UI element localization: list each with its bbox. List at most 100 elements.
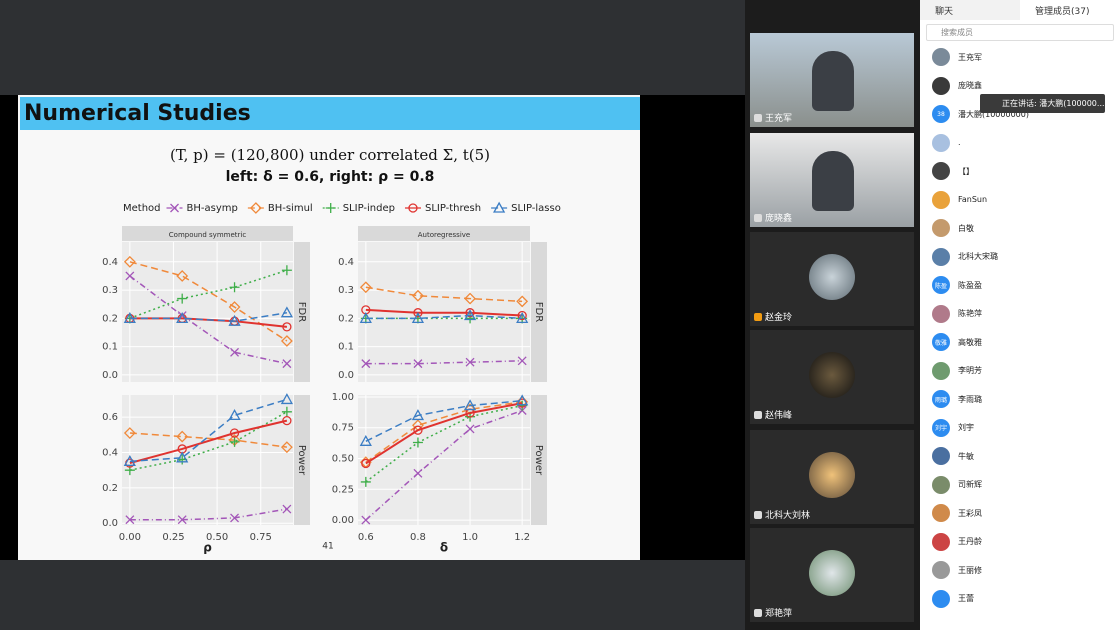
- y-tick-label: 0.2: [338, 313, 354, 324]
- point: [517, 356, 527, 366]
- y-tick-label: 0.4: [102, 257, 118, 268]
- tile-label: 王充军: [754, 111, 792, 124]
- x-tick-label: 0.6: [358, 532, 374, 543]
- member-name: 白敬: [958, 223, 974, 233]
- member-row[interactable]: 王丹龄: [932, 532, 982, 552]
- point: [230, 347, 240, 357]
- member-row[interactable]: 北科大宋璐: [932, 247, 998, 267]
- series-line: [129, 411, 288, 471]
- member-avatar: [932, 133, 950, 152]
- participant-avatar: [809, 254, 855, 300]
- member-row[interactable]: 牛敏: [932, 446, 974, 466]
- member-row[interactable]: 【】: [932, 161, 974, 181]
- panel-background: [358, 395, 530, 525]
- x-tick-label: 0.25: [162, 532, 184, 543]
- point: [125, 271, 135, 281]
- point: [517, 310, 527, 321]
- y-tick-label: 0.1: [338, 342, 354, 353]
- point: [463, 399, 477, 411]
- series-line: [129, 508, 288, 521]
- slide: Numerical Studies (T, p) = (120,800) und…: [18, 95, 640, 560]
- series-line: [365, 401, 523, 463]
- member-row[interactable]: 陈盈 陈盈盈: [932, 275, 982, 295]
- series-line: [365, 286, 523, 303]
- facet-label: FDR: [296, 302, 307, 322]
- series-line: [365, 314, 523, 320]
- participant-name: 王充军: [765, 114, 793, 124]
- member-row[interactable]: 王丽修: [932, 560, 982, 580]
- member-row[interactable]: 庞晓鑫: [932, 76, 982, 96]
- tab[interactable]: 聊天: [935, 6, 954, 17]
- point: [359, 281, 372, 294]
- page-number: 41: [322, 542, 333, 552]
- x-tick-label: 1.2: [514, 532, 530, 543]
- x-axis-label: ρ: [203, 541, 212, 555]
- member-row[interactable]: FanSun: [932, 190, 987, 210]
- facet-strip: [294, 395, 310, 525]
- tab[interactable]: 管理成员(37): [1020, 0, 1120, 20]
- member-row[interactable]: 38 潘大鹏(10000000): [932, 104, 1029, 124]
- member-name: 牛敏: [958, 451, 974, 461]
- video-tile: 王充军: [750, 33, 914, 127]
- legend-label: SLIP-thresh: [425, 203, 481, 214]
- point: [412, 289, 424, 302]
- point: [176, 430, 189, 443]
- member-avatar: 陈盈: [932, 276, 950, 294]
- series-line: [365, 404, 523, 483]
- point: [282, 359, 292, 369]
- member-avatar: [932, 219, 950, 237]
- member-avatar: [932, 561, 950, 579]
- point: [280, 393, 293, 405]
- member-row[interactable]: 司新辉: [932, 475, 982, 495]
- y-tick-label: 0.75: [332, 423, 354, 434]
- point: [516, 394, 529, 406]
- point: [229, 428, 240, 438]
- series-line: [365, 402, 523, 465]
- series-line: [129, 275, 288, 365]
- participant-name: 赵金玲: [765, 313, 793, 323]
- point: [230, 513, 240, 523]
- member-row[interactable]: 敬雅 高敬雅: [932, 332, 982, 352]
- series-line: [365, 360, 523, 365]
- facet-strip: [531, 242, 547, 382]
- mic-icon: [754, 608, 762, 617]
- y-tick-label: 0.0: [338, 370, 354, 381]
- point: [361, 458, 371, 469]
- member-row[interactable]: 白敬: [932, 218, 974, 238]
- y-tick-label: 0.1: [102, 342, 118, 353]
- member-name: 王蕾: [958, 594, 974, 603]
- facet-title: Compound symmetric: [169, 231, 247, 239]
- member-row[interactable]: 王蕾: [932, 589, 974, 609]
- x-axis-label: δ: [440, 541, 448, 555]
- point: [325, 203, 336, 213]
- member-name: .: [958, 138, 961, 147]
- point: [177, 515, 187, 525]
- member-row[interactable]: 刘宇 刘宇: [932, 418, 974, 438]
- subtitle: (T, p) = (120,800) under correlated Σ, t…: [170, 146, 490, 164]
- member-name: 潘大鹏(10000000): [958, 109, 1029, 119]
- member-row[interactable]: 雨璐 李雨璐: [932, 389, 982, 409]
- video-tile: 赵金玲: [750, 232, 914, 326]
- point: [463, 309, 477, 321]
- search-box[interactable]: 搜索成员: [926, 24, 1114, 41]
- video-column: 王充军 庞晓鑫 赵金玲 赵伟峰 北科大刘林 郑艳萍: [745, 0, 920, 630]
- mic-icon: [754, 213, 762, 222]
- point: [176, 270, 189, 282]
- series-line: [129, 419, 288, 465]
- y-tick-label: 0.4: [102, 447, 118, 458]
- point: [280, 335, 293, 347]
- member-row[interactable]: 陈艳萍: [932, 304, 982, 324]
- point: [229, 282, 240, 293]
- point: [359, 312, 372, 324]
- member-row[interactable]: 王彩凤: [932, 503, 982, 523]
- member-row[interactable]: .: [932, 133, 961, 153]
- member-row[interactable]: 李明芳: [932, 361, 982, 381]
- member-name: 陈艳萍: [958, 309, 982, 318]
- series-line: [129, 311, 288, 322]
- member-row[interactable]: 王充军: [932, 47, 982, 67]
- member-avatar: [932, 504, 950, 522]
- mic-icon: [754, 113, 762, 122]
- series-line: [365, 409, 523, 521]
- point: [359, 434, 372, 446]
